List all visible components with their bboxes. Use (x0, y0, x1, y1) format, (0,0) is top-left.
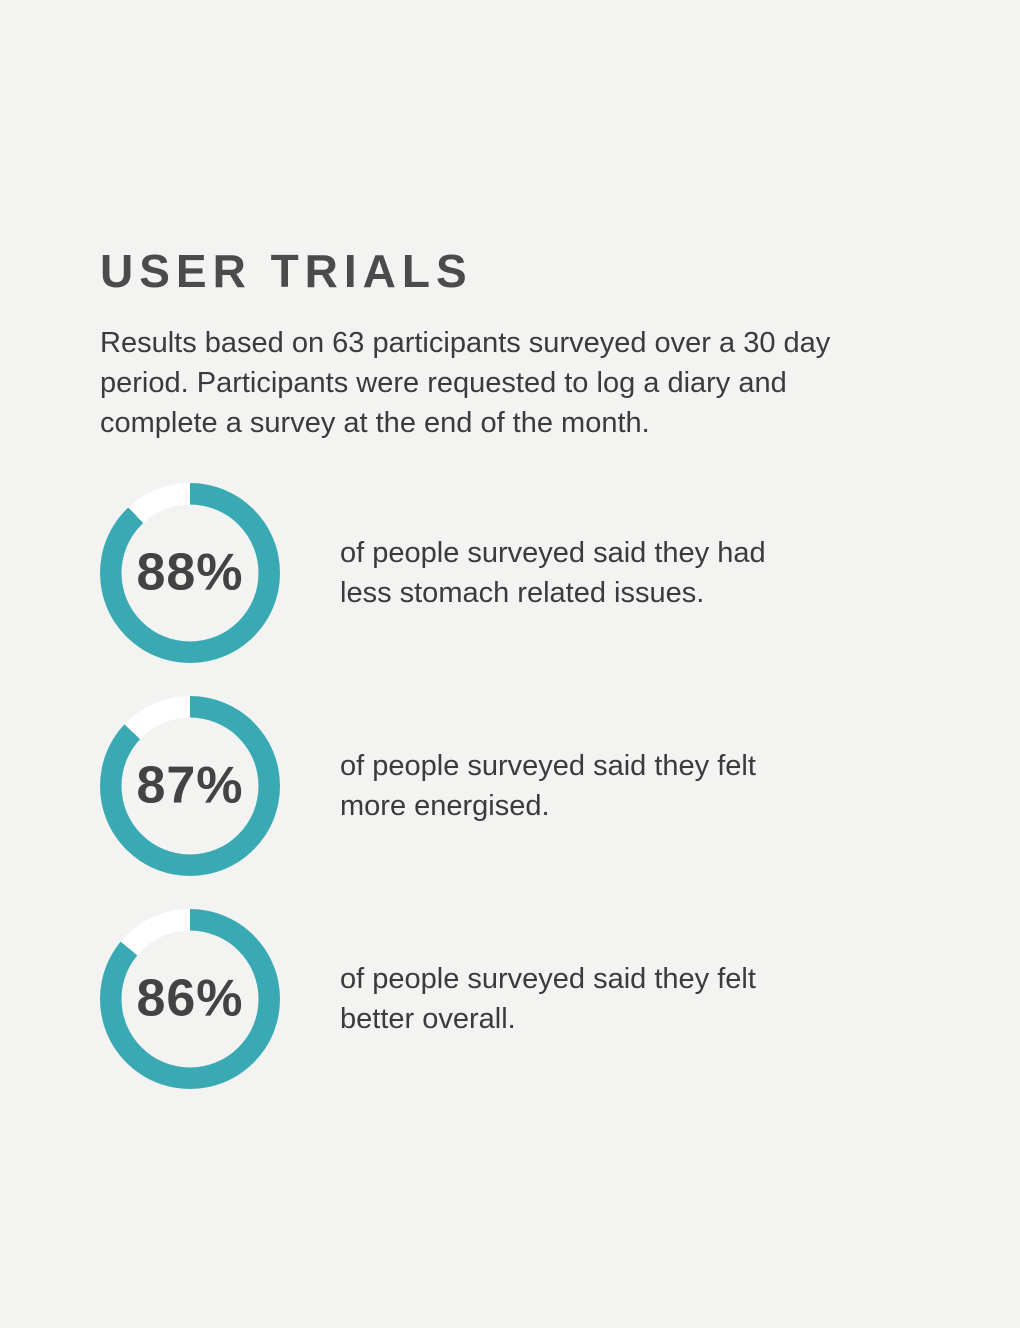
stats-list: 88% of people surveyed said they had les… (100, 482, 920, 1089)
stat-description: of people surveyed said they had less st… (340, 536, 766, 609)
donut-hole: 86% (121, 930, 259, 1068)
donut-hole: 88% (121, 504, 259, 642)
intro-paragraph: Results based on 63 participants surveye… (100, 326, 831, 439)
user-trials-section: USER TRIALS Results based on 63 particip… (100, 246, 920, 1122)
donut-chart-87: 87% (100, 695, 280, 876)
stat-row-better-overall: 86% of people surveyed said they felt be… (100, 908, 920, 1089)
stat-row-stomach-issues: 88% of people surveyed said they had les… (100, 482, 920, 663)
stat-row-energised: 87% of people surveyed said they felt mo… (100, 695, 920, 876)
donut-chart-88: 88% (100, 482, 280, 663)
stat-description: of people surveyed said they felt better… (340, 962, 756, 1035)
stat-description: of people surveyed said they felt more e… (340, 749, 756, 822)
page-title: USER TRIALS (100, 245, 473, 297)
percent-label: 87% (136, 756, 244, 815)
donut-chart-86: 86% (100, 908, 280, 1089)
percent-label: 88% (136, 543, 244, 602)
donut-hole: 87% (121, 717, 259, 855)
percent-label: 86% (136, 969, 244, 1028)
